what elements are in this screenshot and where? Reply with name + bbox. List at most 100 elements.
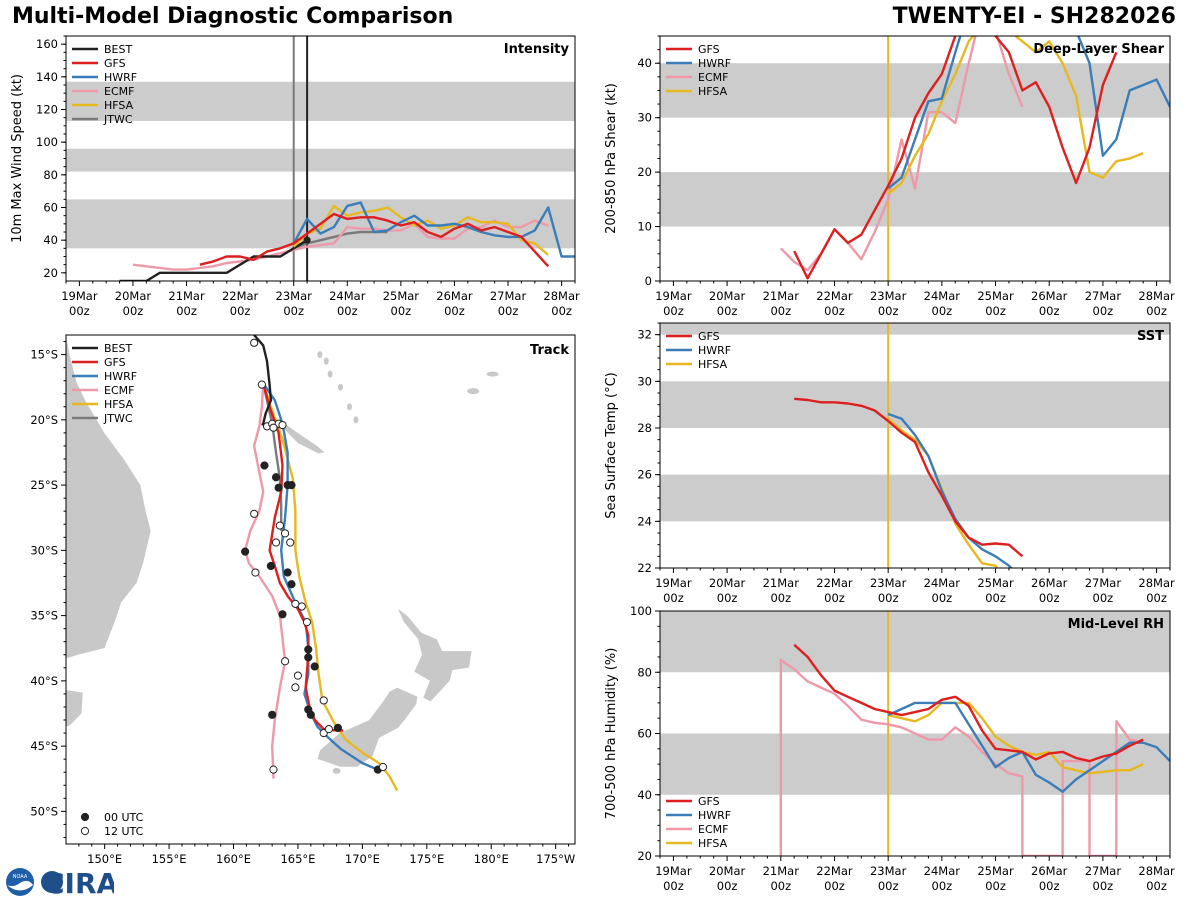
intensity-x-tick-date: 21Mar	[168, 289, 205, 303]
rh-legend-label-hwrf: HWRF	[698, 809, 731, 822]
shear-x-tick-hour: 00z	[1146, 304, 1167, 318]
track-point-00utc	[266, 561, 275, 571]
sst-legend-label-gfs: GFS	[698, 330, 720, 343]
track-point-12utc	[291, 683, 300, 692]
intensity-x-tick-hour: 00z	[283, 304, 304, 318]
track-x-tick-label: 175°E	[409, 852, 444, 866]
sst-x-tick-hour: 00z	[824, 591, 845, 605]
vanuatu-island	[317, 351, 323, 359]
track-y-tick-label: 15°S	[30, 348, 58, 362]
intensity-shaded-band	[66, 148, 575, 172]
nz-north-island-landmass	[396, 607, 473, 703]
intensity-legend-label-hwrf: HWRF	[104, 71, 137, 84]
rh-x-tick-date: 23Mar	[870, 864, 907, 878]
rh-x-tick-date: 28Mar	[1138, 864, 1175, 878]
shear-x-tick-date: 23Mar	[870, 289, 907, 303]
intensity-x-tick-hour: 00z	[69, 304, 90, 318]
intensity-y-tick-label: 40	[43, 233, 58, 247]
track-point-12utc	[280, 529, 290, 538]
sst-series-gfs	[794, 397, 1024, 558]
sst-x-tick-date: 19Mar	[655, 576, 692, 590]
rh-x-tick-date: 19Mar	[655, 864, 692, 878]
intensity-plot-area	[66, 36, 575, 281]
shear-y-tick-label: 20	[637, 165, 652, 179]
track-point-00utc	[287, 580, 296, 589]
rh-x-tick-date: 22Mar	[816, 864, 853, 878]
track-line-jtwc	[262, 383, 283, 531]
track-y-tick-label: 25°S	[30, 478, 58, 492]
track-point-12utc	[250, 509, 259, 518]
shear-x-tick-date: 28Mar	[1138, 289, 1175, 303]
sst-x-tick-hour: 00z	[985, 591, 1006, 605]
track-point-00utc	[283, 568, 292, 577]
shear-x-tick-hour: 00z	[1039, 304, 1060, 318]
shear-x-tick-hour: 00z	[932, 304, 953, 318]
track-point-12utc	[269, 423, 278, 432]
rh-y-tick-label: 80	[637, 665, 652, 679]
intensity-frame	[65, 35, 576, 282]
intensity-x-tick-date: 26Mar	[436, 289, 473, 303]
track-y-tick-label: 50°S	[30, 804, 58, 818]
shear-frame	[659, 35, 1171, 282]
intensity-legend-label-best: BEST	[104, 43, 132, 56]
track-point-00utc	[241, 547, 250, 556]
sst-shaded-band	[660, 474, 1170, 522]
track-point-12utc	[286, 538, 295, 547]
shear-legend-label-ecmf: ECMF	[698, 71, 728, 84]
page-title: Multi-Model Diagnostic Comparison	[12, 4, 454, 29]
legend-marker-label: 00 UTC	[104, 811, 144, 824]
rh-y-axis-label: 700-500 hPa Humidity (%)	[604, 648, 619, 820]
sst-frame	[659, 322, 1171, 569]
sst-x-tick-hour: 00z	[878, 591, 899, 605]
intensity-y-tick-label: 140	[36, 70, 58, 84]
legend-label-jtwc: JTWC	[103, 412, 133, 425]
intensity-legend-label-gfs: GFS	[104, 57, 126, 70]
shear-x-tick-date: 19Mar	[655, 289, 692, 303]
track-point-00utc	[333, 723, 342, 732]
intensity-series-best	[119, 239, 308, 281]
rh-x-tick-hour: 00z	[1146, 879, 1167, 893]
shear-y-tick-label: 40	[637, 56, 652, 70]
track-line-best	[253, 335, 273, 426]
australia-landmass	[66, 335, 152, 659]
track-x-tick-label: 175°W	[536, 852, 575, 866]
intensity-y-tick-label: 120	[36, 103, 58, 117]
intensity-shaded-band	[66, 81, 575, 121]
rh-legend-label-gfs: GFS	[698, 795, 720, 808]
intensity-legend-label-ecmf: ECMF	[104, 85, 134, 98]
sst-y-tick-label: 22	[637, 561, 652, 575]
sst-y-tick-label: 26	[637, 468, 652, 482]
track-title: Track	[530, 343, 569, 358]
intensity-x-tick-date: 25Mar	[383, 289, 420, 303]
track-point-00utc	[274, 483, 283, 492]
track-point-00utc	[310, 662, 319, 671]
intensity-x-tick-date: 27Mar	[490, 289, 527, 303]
rh-x-tick-hour: 00z	[717, 879, 738, 893]
track-frame	[65, 334, 576, 845]
cira-logo: NOAA CIRA	[4, 866, 114, 898]
shear-x-tick-hour: 00z	[663, 304, 684, 318]
shear-x-tick-hour: 00z	[770, 304, 791, 318]
vanuatu-island	[323, 357, 329, 365]
intensity-legend-label-hfsa: HFSA	[104, 99, 134, 112]
track-x-tick-label: 170°E	[345, 852, 380, 866]
vanuatu-island	[337, 383, 343, 391]
track-point-00utc	[260, 461, 269, 470]
rh-x-tick-date: 27Mar	[1085, 864, 1122, 878]
sst-x-tick-date: 24Mar	[924, 576, 961, 590]
track-point-00utc	[271, 473, 281, 482]
sst-x-tick-hour: 00z	[770, 591, 791, 605]
track-x-tick-label: 165°E	[280, 852, 315, 866]
intensity-x-tick-date: 24Mar	[329, 289, 366, 303]
rh-x-tick-date: 24Mar	[924, 864, 961, 878]
legend-marker-00utc	[80, 812, 90, 822]
shear-x-tick-date: 27Mar	[1085, 289, 1122, 303]
rh-y-tick-label: 60	[637, 727, 652, 741]
intensity-x-tick-date: 23Mar	[276, 289, 313, 303]
rh-frame	[659, 610, 1171, 857]
rh-x-tick-date: 26Mar	[1031, 864, 1068, 878]
sst-x-tick-hour: 00z	[1146, 591, 1167, 605]
